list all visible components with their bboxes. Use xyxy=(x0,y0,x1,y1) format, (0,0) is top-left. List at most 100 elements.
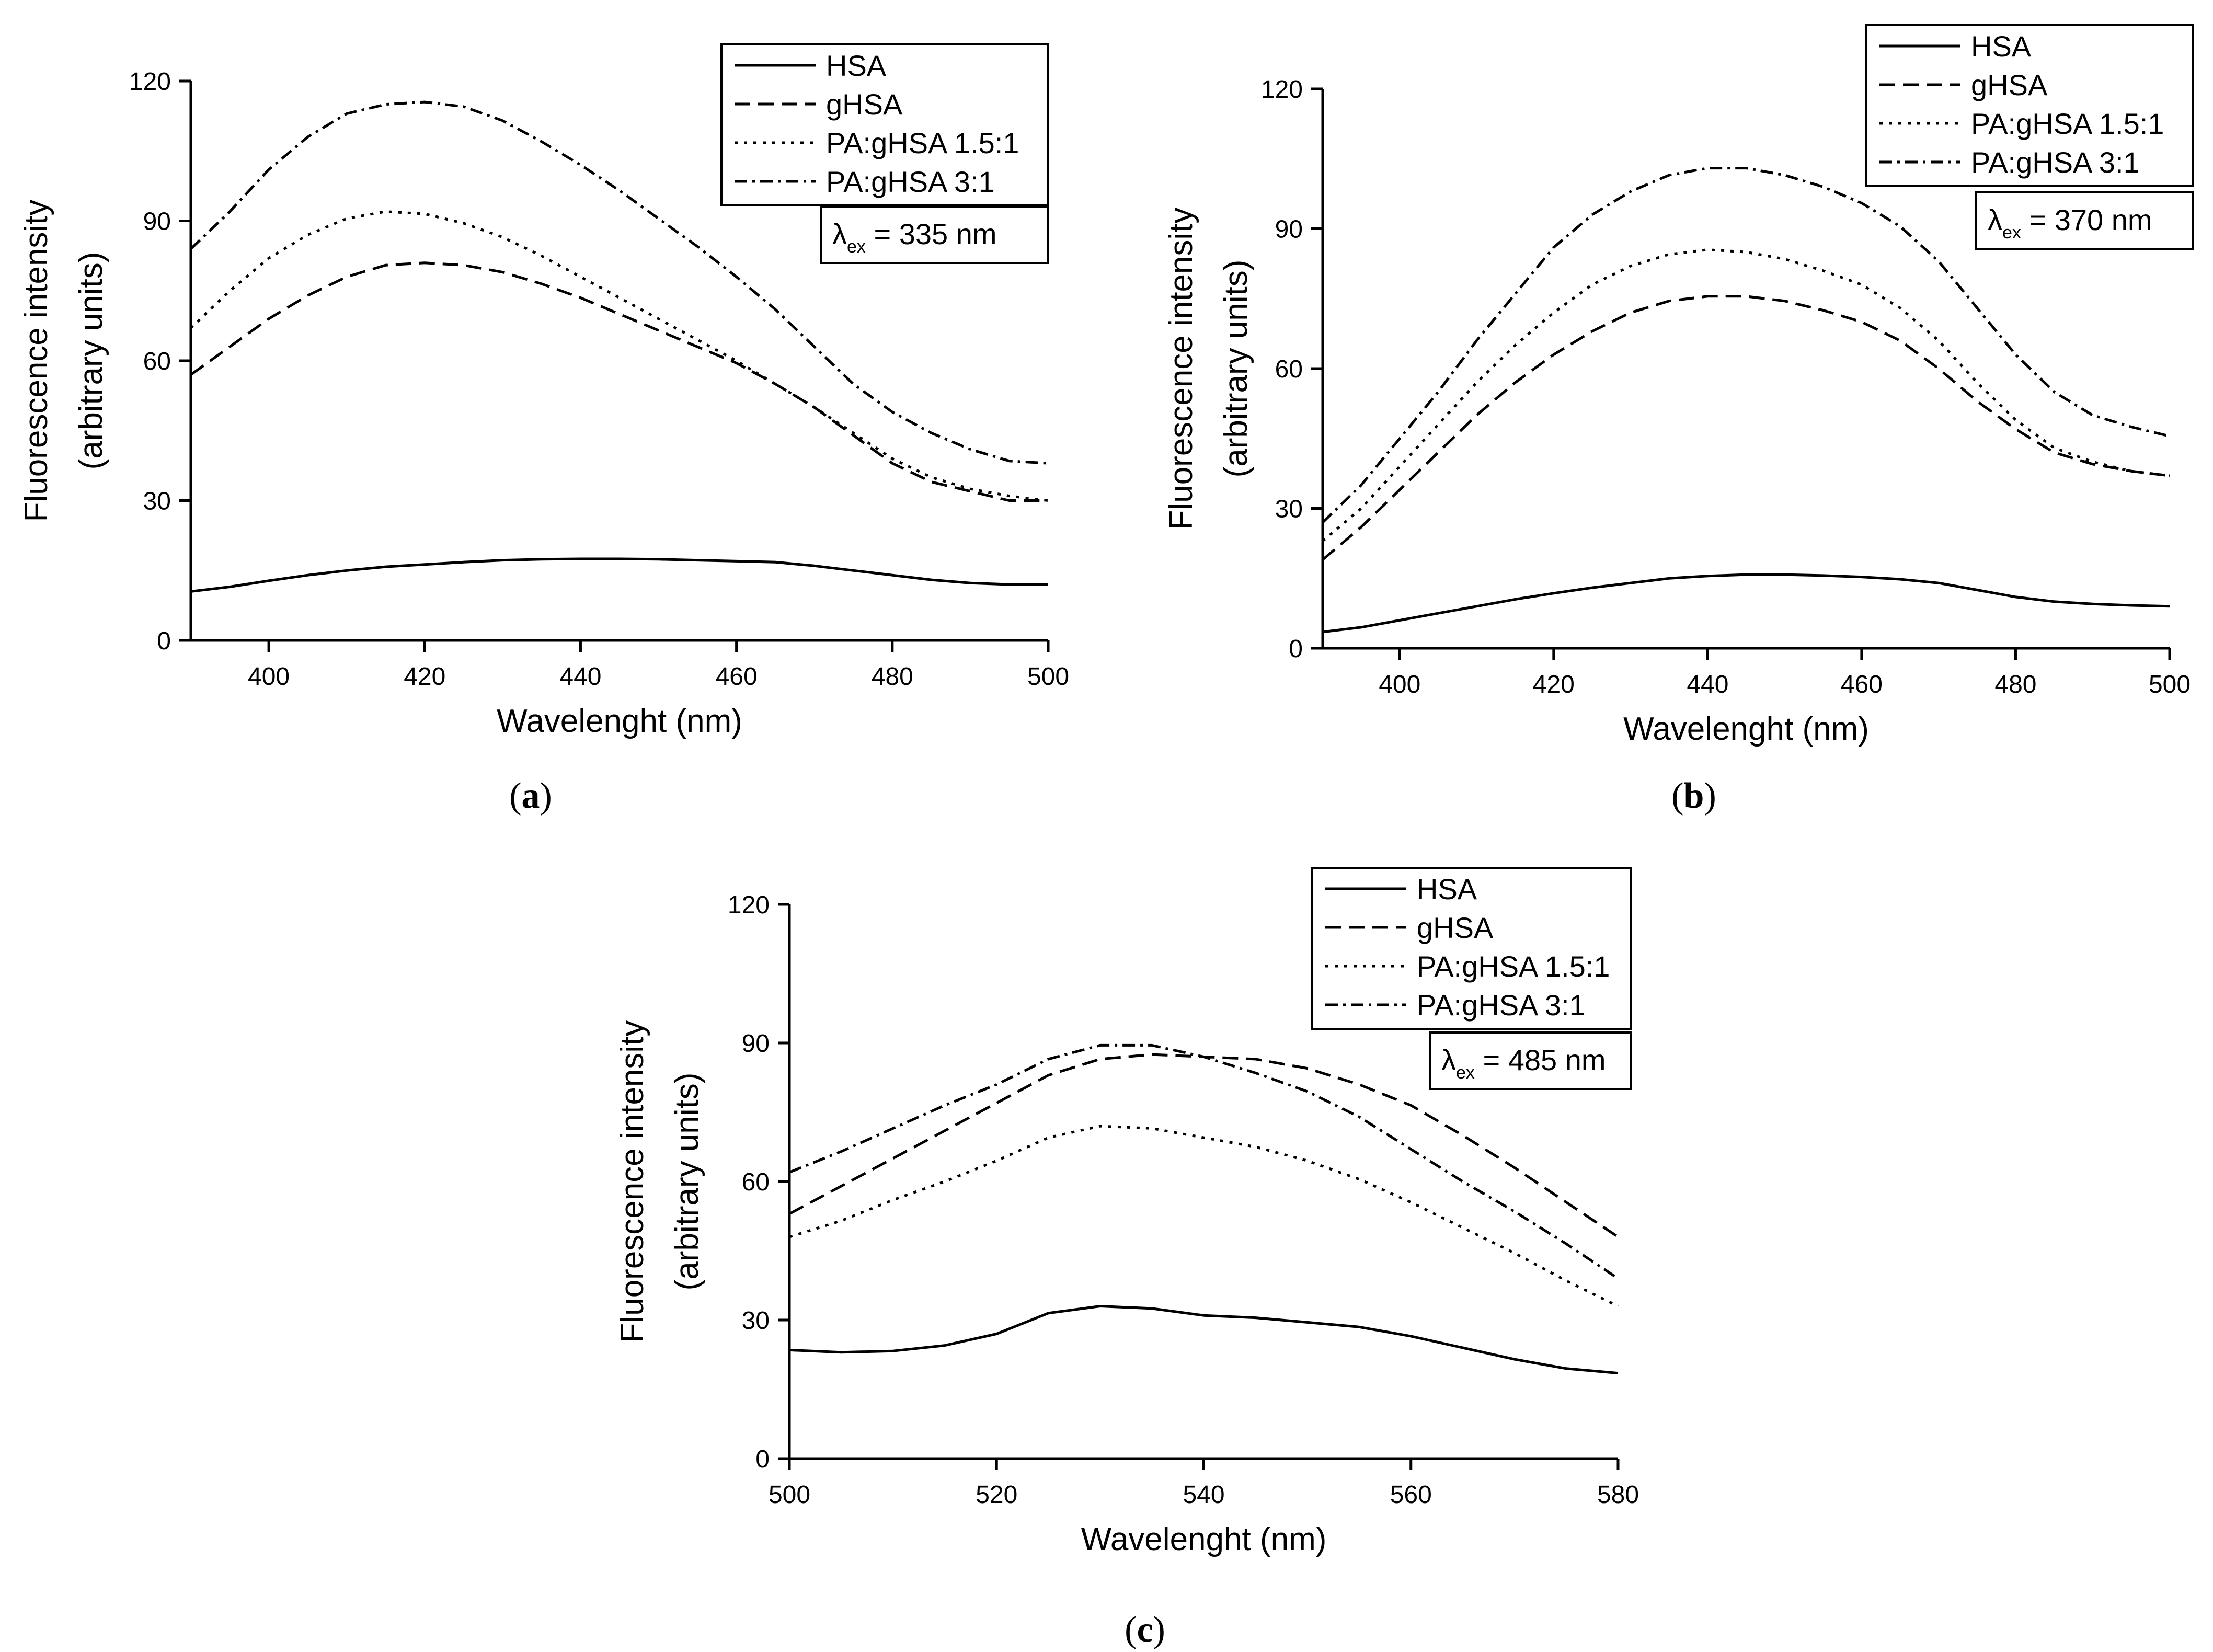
annotation-box xyxy=(820,205,1049,264)
caption-close: ) xyxy=(1153,1610,1165,1650)
series-line-pa-ghsa-3-1 xyxy=(1322,167,2170,524)
y-axis-label-line1: Fluorescence intensity xyxy=(18,200,54,522)
annotation-text: λex = 370 nm xyxy=(1988,203,2152,243)
annotation-symbol: λ xyxy=(1441,1043,1456,1076)
legend-label: PA:gHSA 1.5:1 xyxy=(1417,950,1610,983)
caption-letter: a xyxy=(522,776,540,816)
annotation-subscript: ex xyxy=(1456,1063,1475,1083)
panel-caption: (a) xyxy=(509,776,552,816)
series-line-hsa xyxy=(789,1305,1619,1375)
x-tick-label: 440 xyxy=(1687,671,1728,698)
series-line-pa-ghsa-3-1 xyxy=(789,1043,1619,1280)
excitation-annotation: λex = 370 nm xyxy=(1975,191,2194,250)
y-axis-label-line1: Fluorescence intensity xyxy=(614,1020,650,1343)
panel-c: 0 30 60 90 120 500 520 540 560 580 Wavelenght (nm)… xyxy=(614,867,1639,1650)
panel-b: 0 30 60 90 120 400 420 440 460 480 500 Wavelenght (… xyxy=(1163,24,2194,816)
caption-letter: b xyxy=(1684,776,1704,816)
series-line-hsa xyxy=(190,557,1048,593)
caption-open: ( xyxy=(1125,1610,1137,1650)
annotation-subscript: ex xyxy=(2002,223,2021,243)
series-line-ghsa xyxy=(1322,295,2170,561)
x-axis-label: Wavelenght (nm) xyxy=(1623,711,1869,747)
caption-letter: c xyxy=(1137,1610,1153,1650)
x-tick-label: 420 xyxy=(1533,671,1575,698)
y-tick-label: 60 xyxy=(742,1168,770,1196)
x-tick-label: 440 xyxy=(559,663,601,691)
x-tick-label: 500 xyxy=(769,1481,810,1509)
x-tick-label: 500 xyxy=(1027,663,1069,691)
legend: HSA gHSA PA:gHSA 1.5:1 PA:gHSA 3:1 xyxy=(1865,24,2194,187)
y-tick-label: 90 xyxy=(1275,216,1303,244)
legend: HSA gHSA PA:gHSA 1.5:1 PA:gHSA 3:1 xyxy=(720,43,1049,206)
y-tick-label: 0 xyxy=(755,1446,770,1473)
y-tick-label: 0 xyxy=(1289,635,1303,663)
x-tick-label: 520 xyxy=(976,1481,1017,1509)
annotation-symbol: λ xyxy=(832,217,847,250)
legend-label: HSA xyxy=(1417,873,1477,905)
x-tick-label: 480 xyxy=(872,663,913,691)
y-axis-label-line2: (arbitrary units) xyxy=(73,252,109,470)
y-tick-label: 120 xyxy=(728,891,770,919)
x-tick-label: 500 xyxy=(2149,671,2191,698)
y-tick-label: 60 xyxy=(143,348,171,375)
y-tick-label: 30 xyxy=(143,488,171,515)
annotation-text: λex = 485 nm xyxy=(1441,1043,1606,1083)
x-tick-label: 400 xyxy=(248,663,290,691)
x-tick-label: 460 xyxy=(1841,671,1883,698)
excitation-annotation: λex = 485 nm xyxy=(1429,1031,1632,1090)
panel-caption: (b) xyxy=(1671,776,1716,816)
y-axis-label-line1: Fluorescence intensity xyxy=(1163,208,1199,530)
annotation-subscript: ex xyxy=(847,237,866,257)
x-tick-label: 420 xyxy=(404,663,445,691)
legend-label: PA:gHSA 3:1 xyxy=(1417,989,1586,1022)
legend-label: HSA xyxy=(1971,30,2032,63)
y-tick-label: 30 xyxy=(1275,496,1303,523)
legend-label: PA:gHSA 1.5:1 xyxy=(1971,107,2164,140)
y-tick-label: 120 xyxy=(1261,76,1303,104)
annotation-value: = 335 nm xyxy=(866,217,997,250)
annotation-box xyxy=(1975,191,2194,250)
x-tick-label: 480 xyxy=(1994,671,2036,698)
annotation-symbol: λ xyxy=(1988,203,2002,236)
legend-box xyxy=(1865,24,2194,187)
series-line-hsa xyxy=(1322,573,2170,634)
y-tick-label: 30 xyxy=(742,1307,770,1335)
legend-box xyxy=(720,43,1049,206)
legend-label: PA:gHSA 1.5:1 xyxy=(826,127,1019,159)
x-tick-label: 560 xyxy=(1390,1481,1432,1509)
y-tick-label: 120 xyxy=(129,68,171,96)
panel-a: 0 30 60 90 120 400 420 440 460 480 500 Wavelenght (… xyxy=(18,43,1069,816)
x-tick-label: 580 xyxy=(1597,1481,1639,1509)
series-line-ghsa xyxy=(190,261,1048,502)
caption-close: ) xyxy=(540,776,552,816)
legend-box xyxy=(1311,867,1632,1030)
series-line-pa-ghsa-1-5-1 xyxy=(789,1125,1619,1307)
legend-label: PA:gHSA 3:1 xyxy=(1971,146,2140,179)
y-axis-label-line2: (arbitrary units) xyxy=(669,1073,705,1291)
caption-close: ) xyxy=(1704,776,1716,816)
legend-label: gHSA xyxy=(1417,911,1494,944)
y-tick-label: 60 xyxy=(1275,355,1303,383)
y-axis-label-line2: (arbitrary units) xyxy=(1218,260,1254,478)
y-tick-label: 90 xyxy=(143,208,171,236)
panel-caption: (c) xyxy=(1125,1610,1165,1650)
series-line-pa-ghsa-1-5-1 xyxy=(1322,248,2170,542)
x-axis-label: Wavelenght (nm) xyxy=(497,703,742,739)
x-axis-label: Wavelenght (nm) xyxy=(1081,1521,1327,1557)
annotation-value: = 370 nm xyxy=(2021,203,2152,236)
legend: HSA gHSA PA:gHSA 1.5:1 PA:gHSA 3:1 xyxy=(1311,867,1632,1030)
legend-label: PA:gHSA 3:1 xyxy=(826,165,995,198)
legend-label: gHSA xyxy=(1971,68,2048,101)
legend-label: HSA xyxy=(826,49,887,82)
x-tick-label: 460 xyxy=(716,663,758,691)
caption-open: ( xyxy=(509,776,521,816)
annotation-box xyxy=(1429,1031,1632,1090)
y-tick-label: 90 xyxy=(742,1030,770,1058)
excitation-annotation: λex = 335 nm xyxy=(820,205,1049,264)
legend-label: gHSA xyxy=(826,88,903,121)
y-tick-label: 0 xyxy=(157,627,171,655)
annotation-value: = 485 nm xyxy=(1475,1043,1606,1076)
caption-open: ( xyxy=(1671,776,1683,816)
x-tick-label: 400 xyxy=(1379,671,1420,698)
